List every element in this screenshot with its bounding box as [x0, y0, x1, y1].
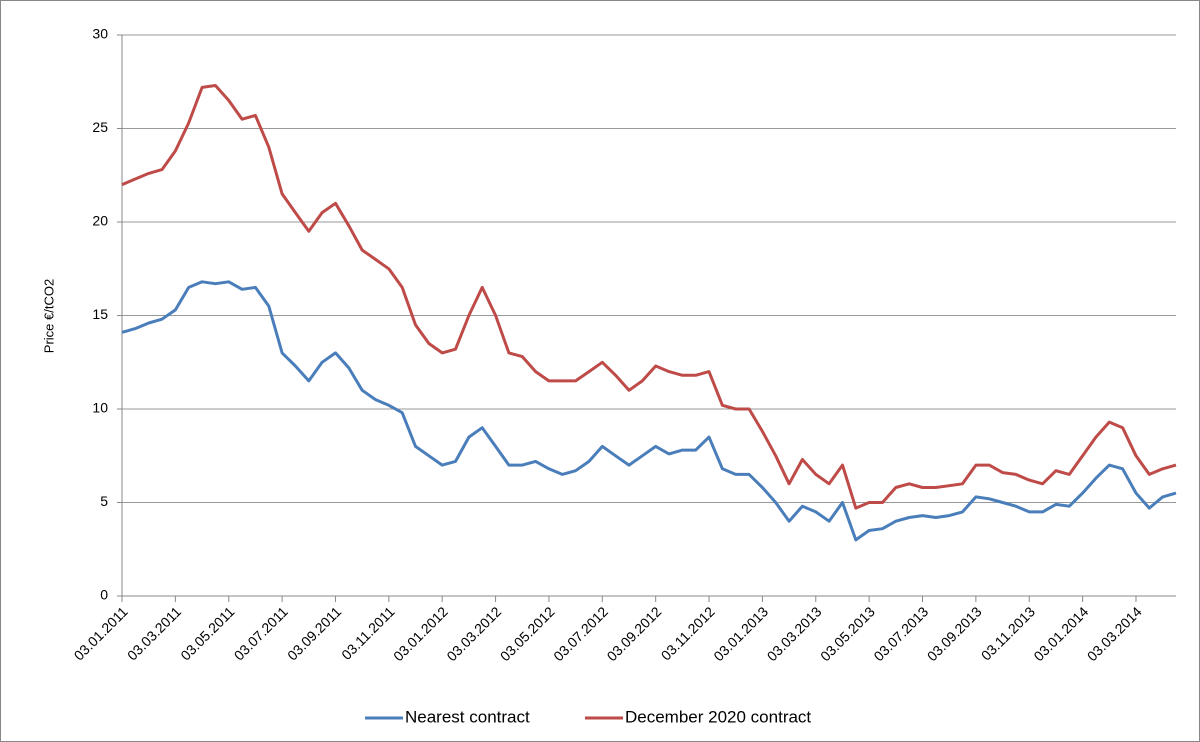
legend-label: December 2020 contract [625, 707, 811, 726]
series-line [121, 84, 1177, 510]
series-line [121, 280, 1177, 542]
y-tick-label: 10 [92, 400, 108, 416]
y-tick-label: 30 [92, 26, 108, 42]
y-tick-label: 15 [92, 306, 108, 322]
legend-label: Nearest contract [405, 707, 530, 726]
y-tick-label: 20 [92, 213, 108, 229]
y-tick-label: 5 [100, 493, 108, 509]
y-axis-label: Price €/tCO2 [41, 279, 56, 353]
y-tick-label: 0 [100, 587, 108, 603]
y-tick-label: 25 [92, 119, 108, 135]
